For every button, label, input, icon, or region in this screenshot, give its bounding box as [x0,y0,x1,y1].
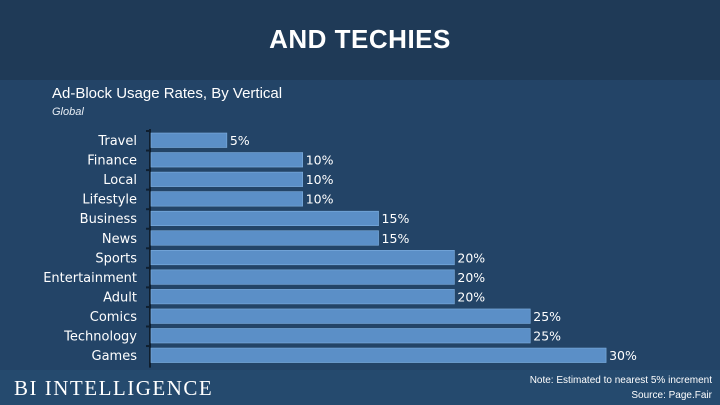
value-label: 10% [306,192,334,207]
bi-intelligence-logo: BI INTELLIGENCE [14,376,214,400]
bar [150,132,228,148]
category-label: Travel [97,134,137,149]
category-label: News [102,232,137,247]
header-banner: AND TECHIES [0,0,720,80]
value-label: 20% [457,289,485,304]
bar [150,152,303,168]
bar [150,347,607,363]
category-label: Finance [87,154,137,169]
chart-subtitle: Global [52,106,84,118]
bar [150,171,303,187]
bar [150,308,531,324]
footnote: Note: Estimated to nearest 5% increment … [530,373,712,403]
estimate-note: Note: Estimated to nearest 5% increment [529,375,712,386]
value-label: 15% [382,231,410,246]
category-label: Lifestyle [82,193,137,208]
category-label: Technology [63,330,137,345]
bar [150,191,303,207]
value-label: 10% [306,172,334,187]
bar [150,328,531,344]
value-label: 10% [306,153,334,168]
value-label: 30% [609,348,637,363]
source-note: Source: Page.Fair [631,390,712,401]
chart-title: Ad-Block Usage Rates, By Vertical [52,85,283,102]
header-title: AND TECHIES [269,24,451,54]
value-label: 5% [230,133,250,148]
category-label: Games [92,349,138,364]
value-label: 20% [457,250,485,265]
bar [150,250,455,266]
value-label: 20% [457,270,485,285]
category-label: Business [80,212,138,227]
category-label: Local [103,173,137,188]
category-label: Adult [103,290,137,305]
value-label: 25% [533,329,561,344]
bar [150,230,379,246]
bar [150,289,455,305]
bar [150,269,455,285]
value-label: 25% [533,309,561,324]
category-label: Comics [90,310,137,325]
category-label: Entertainment [43,271,137,286]
bar [150,210,379,226]
category-label: Sports [95,251,137,266]
value-label: 15% [382,211,410,226]
